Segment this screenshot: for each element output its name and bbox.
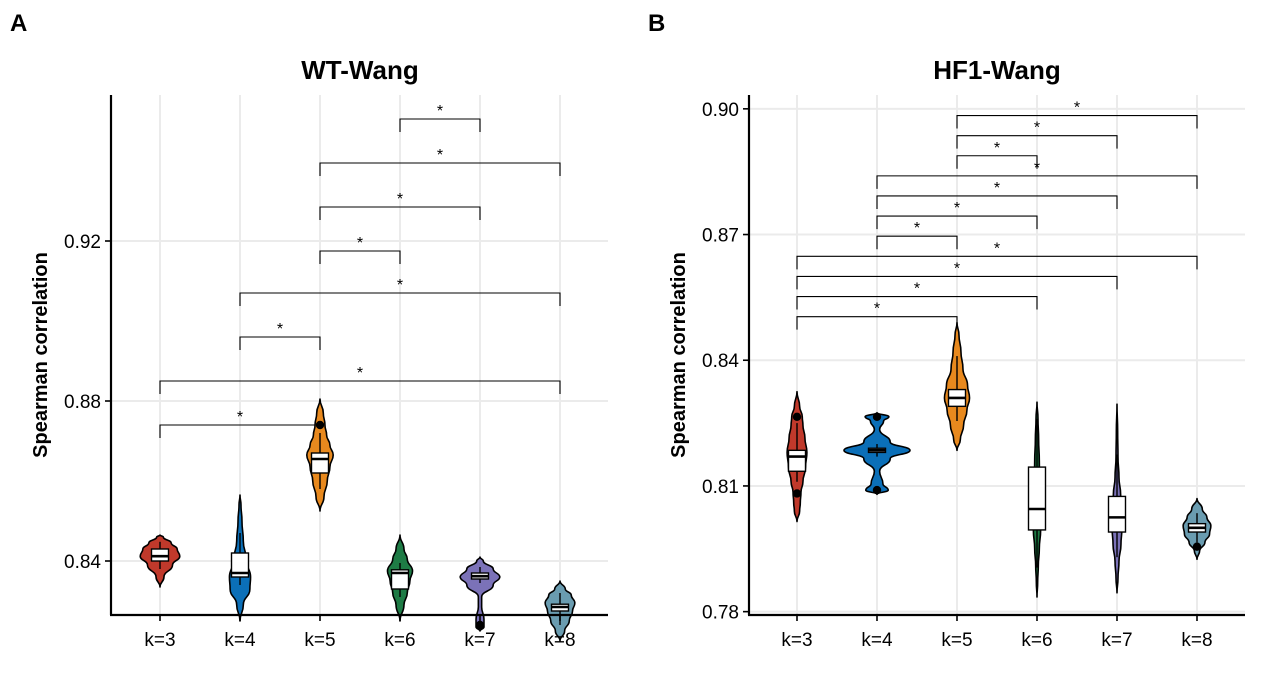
panel-b-bracket-star-10: * — [874, 301, 880, 318]
panel-b-violin-group-1 — [843, 411, 911, 496]
panel-b-bracket-3 — [876, 175, 1198, 189]
panel-b-ytick-label-4: 0.90 — [702, 100, 739, 121]
panel-a-outlier-2-0 — [315, 420, 325, 430]
panel-b-xtick-label-3: k=6 — [1021, 630, 1052, 651]
panel-a-bracket-3 — [319, 250, 401, 264]
panel-b-outlier-1-0 — [872, 485, 882, 495]
panel-b-violin-group-0 — [786, 390, 808, 523]
panel-b-outlier-0-0 — [792, 489, 802, 498]
panel-a-bracket-4 — [239, 292, 561, 306]
panel-b-bracket-star-0: * — [1074, 100, 1080, 117]
panel-b-bracket-star-4: * — [994, 180, 1000, 197]
panel-b-xtick-label-0: k=3 — [781, 630, 812, 651]
panel-a-title: WT-Wang — [301, 55, 418, 85]
panel-a-bracket-2 — [319, 206, 481, 220]
panel-b-xtick-label-5: k=8 — [1181, 630, 1212, 651]
panel-a-tag: A — [10, 10, 27, 37]
panel-a-violin-group-0 — [139, 534, 181, 588]
panel-a-box-2 — [310, 452, 330, 474]
panel-a-ylabel: Spearman correlation — [30, 252, 52, 458]
panel-a-bracket-star-3: * — [357, 235, 363, 252]
panel-b-ylabel: Spearman correlation — [668, 252, 690, 458]
panel-b-bracket-7 — [796, 255, 1198, 270]
panel-b-ytick-label-3: 0.87 — [702, 226, 739, 247]
panel-a-bracket-star-0: * — [437, 103, 443, 120]
panel-a-xtick-label-2: k=5 — [304, 630, 335, 651]
panel-b-ytick-label-0: 0.78 — [702, 603, 739, 624]
panel-a-bracket-star-2: * — [397, 191, 403, 208]
panel-b-violin-group-4 — [1107, 403, 1127, 594]
panel-b-axes: 0.78 0.81 0.84 0.87 0.90 k=3 k=4 k=5 k=6 k=7 k=8 — [702, 95, 1245, 651]
panel-a-violin-group-3 — [386, 534, 414, 622]
panel-b-violins — [786, 321, 1212, 598]
panel-a-bracket-star-5: * — [277, 321, 283, 338]
panel-b-xtick-label-2: k=5 — [941, 630, 972, 651]
panel-a-violin-group-4 — [459, 556, 501, 632]
panel-b-violin-group-3 — [1027, 401, 1047, 598]
panel-b-bracket-star-8: * — [954, 260, 960, 277]
panel-a-xtick-label-0: k=3 — [144, 630, 175, 651]
panel-b-bracket-4 — [876, 195, 1118, 209]
panel-b-bracket-8 — [796, 275, 1118, 290]
panel-b-bracket-star-3: * — [1034, 160, 1040, 177]
panel-b-significance: * * * * * * * * * * * — [796, 100, 1198, 330]
panel-a-bracket-6 — [159, 380, 561, 394]
panel-a: A WT-Wang Spearman correlation * * * * * * ** … — [10, 10, 608, 651]
panel-a-significance: * * * * * * * * — [159, 103, 561, 438]
panel-b-xtick-label-1: k=4 — [861, 630, 893, 651]
panel-b-violin-group-2 — [943, 321, 971, 452]
panel-a-violin-group-2 — [306, 398, 334, 512]
panel-a-box-3 — [390, 569, 410, 590]
panel-b-outlier-5-0 — [1192, 542, 1202, 551]
panel-b-violin-group-5 — [1182, 497, 1212, 561]
panel-a-xtick-label-5: k=8 — [544, 630, 575, 651]
panel-a-bracket-5 — [239, 336, 321, 350]
panel-b-bracket-5 — [876, 215, 1038, 230]
panel-a-violin-group-5 — [544, 580, 576, 642]
panel-b-title: HF1-Wang — [933, 55, 1061, 85]
panel-a-bracket-star-4: * — [397, 277, 403, 294]
panel-a-bracket-star-1: * — [437, 147, 443, 164]
panel-a-ytick-label-2: 0.92 — [64, 232, 101, 253]
panel-a-violins — [139, 398, 576, 642]
panel-b-bracket-star-5: * — [954, 200, 960, 217]
panel-b-tag: B — [648, 10, 665, 37]
panel-b-xtick-label-4: k=7 — [1101, 630, 1132, 651]
panel-b-bracket-star-7: * — [994, 240, 1000, 257]
panel-a-axes: 0.84 0.88 0.92 k=3 k=4 k=5 k=6 k=7 k=8 — [64, 95, 608, 651]
panel-b: B HF1-Wang Spearman correlation ********… — [648, 10, 1245, 651]
panel-a-bracket-star-6: * — [357, 365, 363, 382]
panel-b-bracket-0 — [956, 114, 1198, 129]
panel-b-outlier-1-1 — [872, 412, 882, 422]
panel-a-xtick-label-3: k=6 — [384, 630, 415, 651]
panel-a-bracket-1 — [319, 162, 561, 176]
panel-b-bracket-6 — [876, 235, 958, 250]
panel-b-bracket-2 — [956, 155, 1038, 169]
panel-b-bracket-star-2: * — [994, 140, 1000, 157]
panel-b-bracket-1 — [956, 135, 1118, 149]
panel-b-bracket-star-6: * — [914, 220, 920, 237]
panel-b-bracket-star-9: * — [914, 281, 920, 298]
panel-a-bracket-star-7: * — [237, 409, 243, 426]
panel-b-bracket-9 — [796, 295, 1038, 310]
panel-b-box-0 — [787, 449, 807, 472]
panel-b-ytick-label-1: 0.81 — [702, 477, 739, 498]
panel-a-box-1 — [230, 552, 250, 578]
panel-a-outlier-4-0 — [475, 620, 485, 630]
panel-a-ytick-label-1: 0.88 — [64, 392, 101, 413]
panel-b-ytick-label-2: 0.84 — [702, 351, 739, 372]
panel-a-ytick-label-0: 0.84 — [64, 552, 101, 573]
panel-a-xtick-label-4: k=7 — [464, 630, 495, 651]
panel-b-outlier-0-1 — [792, 412, 802, 422]
panel-a-violin-group-1 — [228, 494, 252, 622]
panel-b-bracket-star-1: * — [1034, 120, 1040, 137]
panel-a-xtick-label-1: k=4 — [224, 630, 256, 651]
panel-a-violin-4 — [459, 556, 501, 632]
panel-b-box-4 — [1107, 495, 1127, 533]
panel-b-box-3 — [1027, 466, 1047, 531]
panel-a-bracket-0 — [399, 118, 481, 132]
